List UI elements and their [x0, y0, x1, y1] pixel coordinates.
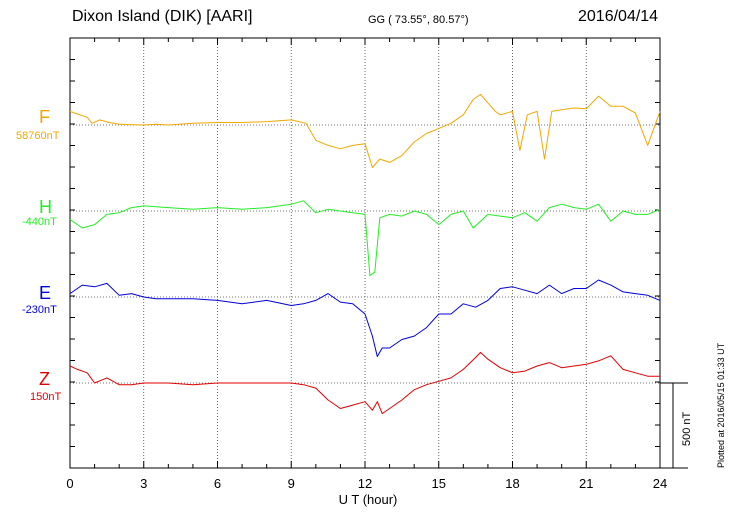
series-name-z: Z: [39, 369, 50, 389]
x-tick-label: 12: [357, 476, 373, 491]
series-line-h: [69, 200, 661, 277]
plot-frame: [69, 37, 661, 469]
scale-bar: [660, 382, 688, 469]
series-baseline-z: 150nT: [30, 391, 62, 403]
series-lines: [69, 93, 661, 415]
x-tick-label: 15: [431, 476, 446, 491]
x-tick-label: 3: [140, 476, 148, 491]
date-label: 2016/04/14: [578, 8, 659, 25]
series-line-f: [69, 93, 661, 168]
series-name-e: E: [39, 283, 52, 303]
series-line-z: [69, 351, 660, 415]
x-tick-label: 9: [287, 476, 295, 491]
grid: [70, 38, 660, 468]
series-baseline-f: 58760nT: [16, 130, 60, 142]
series-baseline-e: -230nT: [22, 304, 57, 316]
scale-bar-label: 500 nT: [681, 411, 693, 446]
series-name-h: H: [39, 197, 52, 217]
plotted-timestamp: Plotted at 2016/05/15 01:33 UT: [716, 342, 726, 468]
station-title: Dixon Island (DIK) [AARI]: [72, 8, 253, 25]
x-tick-label: 21: [579, 476, 594, 491]
series-name-f: F: [39, 107, 50, 127]
series-baseline-h: -440nT: [22, 216, 57, 228]
series-line-e: [69, 279, 661, 357]
geo-coordinates: GG ( 73.55°, 80.57°): [368, 14, 469, 26]
x-tick-label: 18: [505, 476, 520, 491]
x-tick-label: 0: [66, 476, 74, 491]
x-axis-label: U T (hour): [338, 492, 398, 507]
axis-ticks: [69, 37, 661, 469]
x-tick-label: 24: [652, 476, 668, 491]
x-tick-label: 6: [213, 476, 222, 491]
